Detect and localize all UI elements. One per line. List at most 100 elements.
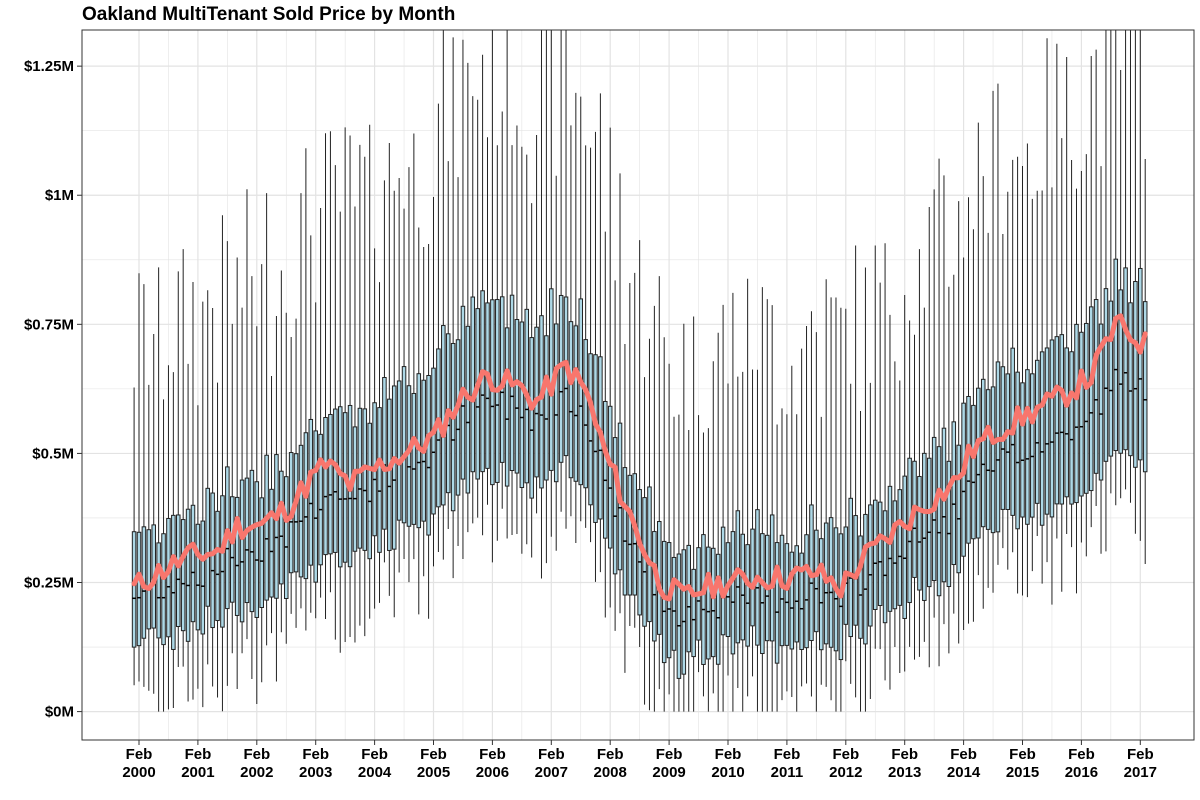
x-tick-label-year: 2017 xyxy=(1124,764,1157,781)
chart-title: Oakland MultiTenant Sold Price by Month xyxy=(82,4,456,25)
box-body xyxy=(1128,302,1133,457)
box-body xyxy=(401,366,407,524)
box-body xyxy=(652,531,657,642)
x-tick-label-year: 2006 xyxy=(476,764,509,781)
box-body xyxy=(382,377,387,530)
box-body xyxy=(691,568,696,658)
box-body xyxy=(711,547,716,658)
box-body xyxy=(936,446,942,597)
box-body xyxy=(671,556,677,651)
x-tick-label-month: Feb xyxy=(302,746,329,763)
box-body xyxy=(450,342,456,512)
box-body xyxy=(210,492,215,629)
x-tick-label-year: 2016 xyxy=(1065,764,1098,781)
box-body xyxy=(804,534,809,649)
box-body xyxy=(892,500,898,610)
box-body xyxy=(583,339,588,489)
box-body xyxy=(568,321,574,479)
x-tick-label-year: 2013 xyxy=(888,764,921,781)
x-tick-label-year: 2004 xyxy=(358,764,392,781)
box-body xyxy=(740,533,745,641)
x-tick-label-month: Feb xyxy=(950,746,977,763)
box-body xyxy=(156,542,161,639)
x-tick-label-month: Feb xyxy=(656,746,683,763)
x-tick-label-month: Feb xyxy=(1127,746,1154,763)
box-body xyxy=(818,538,824,651)
box-body xyxy=(990,386,996,534)
box-body xyxy=(612,437,618,575)
x-tick-label-month: Feb xyxy=(538,746,565,763)
box-body xyxy=(701,534,706,665)
box-body xyxy=(431,367,436,515)
box-body xyxy=(220,495,225,628)
box-body xyxy=(514,319,520,474)
box-body xyxy=(971,404,976,540)
box-body xyxy=(872,499,878,610)
box-body xyxy=(342,412,348,563)
box-body xyxy=(303,432,309,580)
x-tick-label-month: Feb xyxy=(243,746,270,763)
box-body xyxy=(131,531,137,648)
box-body xyxy=(868,504,873,627)
y-tick-label: $0.75M xyxy=(24,316,74,333)
box-body xyxy=(470,296,476,473)
box-body xyxy=(681,549,687,675)
box-body xyxy=(391,385,397,550)
box-body xyxy=(946,460,952,588)
box-body xyxy=(269,488,274,598)
box-body xyxy=(863,513,868,645)
box-body xyxy=(426,374,431,536)
box-body xyxy=(588,353,593,506)
y-tick-label: $0.5M xyxy=(32,445,74,462)
box-body xyxy=(848,497,853,638)
box-body xyxy=(264,454,269,601)
box-body xyxy=(1059,334,1065,505)
x-tick-label-month: Feb xyxy=(1068,746,1095,763)
box-body xyxy=(607,405,613,549)
x-tick-label-year: 2011 xyxy=(771,764,804,781)
box-body xyxy=(1113,258,1119,452)
x-tick-label-month: Feb xyxy=(479,746,506,763)
box-body xyxy=(1044,347,1050,515)
x-tick-label-year: 2009 xyxy=(652,764,685,781)
box-body xyxy=(1054,336,1060,505)
box-body xyxy=(941,427,947,583)
x-tick-label-year: 2003 xyxy=(299,764,332,781)
x-tick-label-month: Feb xyxy=(832,746,859,763)
box-body xyxy=(411,392,417,525)
box-body xyxy=(926,457,932,588)
box-body xyxy=(661,540,667,664)
x-tick-label-month: Feb xyxy=(891,746,918,763)
box-body xyxy=(333,408,338,553)
box-body xyxy=(205,487,210,607)
box-body xyxy=(745,544,750,647)
box-body xyxy=(190,504,196,623)
box-body xyxy=(642,497,647,627)
mean-line xyxy=(131,313,1148,602)
x-tick-label-month: Feb xyxy=(361,746,388,763)
box-body xyxy=(1108,300,1114,457)
x-tick-label-year: 2010 xyxy=(711,764,744,781)
box-body xyxy=(1118,289,1123,454)
box-body xyxy=(877,501,883,607)
box-body xyxy=(902,475,907,619)
box-body xyxy=(1039,351,1045,526)
x-tick-label-year: 2014 xyxy=(947,764,981,781)
box-body xyxy=(647,486,652,623)
x-tick-label-year: 2002 xyxy=(240,764,273,781)
box-body xyxy=(622,467,628,596)
box-body xyxy=(352,426,358,552)
box-body xyxy=(1093,299,1099,474)
x-tick-label-year: 2005 xyxy=(417,764,450,781)
x-tick-label-year: 2000 xyxy=(122,764,155,781)
box-body xyxy=(171,514,176,650)
box-body xyxy=(166,517,171,638)
box-body xyxy=(1084,322,1089,494)
box-body xyxy=(1123,267,1128,451)
box-body xyxy=(185,508,191,642)
y-axis: $0M $0.25M $0.5M $0.75M $1M $1.25M xyxy=(24,58,82,721)
box-body xyxy=(706,546,711,660)
box-body xyxy=(1030,373,1035,518)
box-body xyxy=(396,380,402,521)
box-body xyxy=(161,533,166,646)
